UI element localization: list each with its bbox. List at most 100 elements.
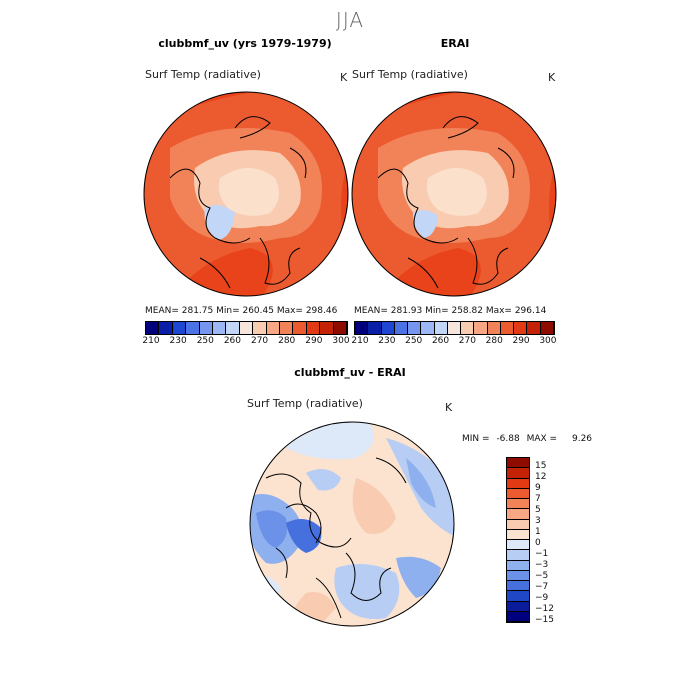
colorbar-swatch <box>507 468 529 479</box>
colorbar-tick-label: 270 <box>250 336 269 346</box>
colorbar-labels-model: 210 230 250 260 270 280 290 300 <box>139 336 353 346</box>
colorbar-tick-label: 260 <box>431 336 450 346</box>
variable-label-diff: Surf Temp (radiative) <box>247 397 363 410</box>
colorbar-swatch <box>421 322 435 334</box>
colorbar-tick-label: 230 <box>169 336 187 346</box>
colorbar-tick-label: 1 <box>535 527 541 537</box>
colorbar-tick-label: 250 <box>196 336 214 346</box>
colorbar-swatch <box>172 322 187 334</box>
season-title: JJA <box>335 8 365 32</box>
coastlines <box>169 116 307 289</box>
colorbar-swatch <box>507 570 529 581</box>
coastlines <box>265 457 407 619</box>
colorbar-swatch <box>213 322 227 334</box>
colorbar-tick-label: 230 <box>378 336 396 346</box>
colorbar-swatch <box>507 611 529 622</box>
colorbar-swatch <box>507 488 529 499</box>
diff-min-max: MIN = -6.88 MAX = 9.26 <box>462 434 592 444</box>
colorbar-tick-label: 5 <box>535 505 541 515</box>
colorbar-swatch <box>474 322 488 334</box>
panel-title-model: clubbmf_uv (yrs 1979-1979) <box>158 37 332 50</box>
colorbar-tick-label: 290 <box>512 336 530 346</box>
stats-erai: MEAN= 281.93 Min= 258.82 Max= 296.14 <box>354 306 547 316</box>
colorbar-tick-label: 260 <box>223 336 242 346</box>
unit-label-diff: K <box>445 401 453 414</box>
colorbar-tick-label: 280 <box>278 336 296 346</box>
panel-title-diff: clubbmf_uv - ERAI <box>294 366 406 379</box>
colorbar-swatch <box>408 322 422 334</box>
colorbar-swatch <box>507 458 529 469</box>
min-value: -6.88 <box>496 434 520 444</box>
colorbar-swatch <box>461 322 475 334</box>
colorbar-swatch <box>434 322 448 334</box>
colorbar-swatch <box>146 322 160 334</box>
colorbar-swatch <box>186 322 200 334</box>
colorbar-swatch <box>355 322 369 334</box>
colorbar-swatch <box>293 322 307 334</box>
colorbar-tick-label: 3 <box>535 516 541 526</box>
colorbar-swatch <box>239 322 254 334</box>
colorbar-swatch <box>507 519 529 530</box>
unit-label-model: K <box>340 71 348 84</box>
colorbar-tick-label: 15 <box>535 461 547 471</box>
colorbar-swatch <box>280 322 294 334</box>
colorbar-swatch <box>507 581 529 592</box>
colorbar-swatch <box>514 322 528 334</box>
colorbar-tick-label: 0 <box>535 538 541 548</box>
colorbar-tick-label: 7 <box>535 494 541 504</box>
colorbar-tick-label: 300 <box>332 336 350 346</box>
colorbar-swatch <box>540 322 554 334</box>
variable-label-model: Surf Temp (radiative) <box>145 68 261 81</box>
colorbar-swatch <box>507 601 529 612</box>
colorbar-tick-label: 210 <box>351 336 369 346</box>
colorbar-swatch <box>507 540 529 551</box>
colorbar-swatch <box>527 322 541 334</box>
colorbar-swatch <box>507 529 529 540</box>
colorbar-swatch <box>507 499 529 510</box>
colorbar-swatch <box>507 591 529 602</box>
colorbar-tick-label: −3 <box>535 560 549 570</box>
temperature-field <box>352 92 556 296</box>
difference-field <box>250 422 454 626</box>
colorbar-tick-label: 300 <box>539 336 557 346</box>
colorbar-swatch <box>381 322 395 334</box>
polar-map-model <box>143 91 349 297</box>
colorbar-tick-label: −12 <box>535 604 554 614</box>
colorbar-tick-label: 270 <box>458 336 476 346</box>
colorbar-swatches-diff <box>507 458 529 622</box>
colorbar-tick-label: 210 <box>142 336 160 346</box>
colorbar-swatch <box>253 322 267 334</box>
colorbar-labels-diff: 15 12 9 7 5 3 1 0 −1 −3 −5 −7 −9 −12 −15 <box>535 461 554 625</box>
colorbar-swatch <box>320 322 334 334</box>
colorbar-tick-label: −15 <box>535 615 554 625</box>
colorbar-tick-label: 290 <box>305 336 323 346</box>
variable-label-erai: Surf Temp (radiative) <box>352 68 468 81</box>
colorbar-swatches-erai <box>355 322 554 334</box>
colorbar-swatch <box>507 550 529 561</box>
colorbar-swatch <box>368 322 382 334</box>
unit-label-erai: K <box>548 71 556 84</box>
polar-map-diff <box>249 421 455 627</box>
temperature-field <box>144 92 348 296</box>
colorbar-swatch <box>507 478 529 489</box>
colorbar-tick-label: −5 <box>535 571 549 581</box>
stats-model: MEAN= 281.75 Min= 260.45 Max= 298.46 <box>145 306 338 316</box>
colorbar-tick-label: −7 <box>535 582 549 592</box>
colorbar-tick-label: −1 <box>535 549 549 559</box>
colorbar-swatch <box>226 322 240 334</box>
max-value: 9.26 <box>571 434 593 444</box>
panel-title-erai: ERAI <box>440 37 470 50</box>
colorbar-swatch <box>333 322 348 334</box>
min-label: MIN = <box>462 434 490 444</box>
colorbar-swatch <box>487 322 501 334</box>
polar-map-erai <box>351 91 557 297</box>
colorbar-swatch <box>507 509 529 520</box>
max-label: MAX = <box>526 434 558 444</box>
colorbar-erai <box>354 321 555 335</box>
colorbar-swatch <box>306 322 321 334</box>
colorbar-swatch <box>394 322 409 334</box>
colorbar-tick-label: 9 <box>535 483 541 493</box>
coastlines <box>377 116 515 289</box>
colorbar-swatch <box>159 322 173 334</box>
colorbar-swatch <box>507 560 529 571</box>
